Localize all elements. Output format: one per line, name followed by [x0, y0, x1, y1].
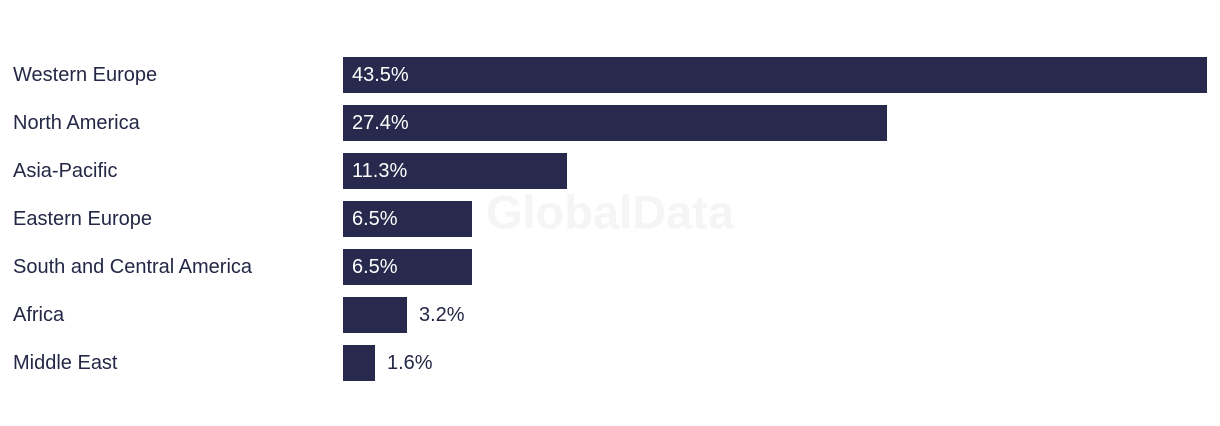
bar: 6.5% [343, 249, 472, 285]
bar-area: 6.5% [343, 201, 1220, 237]
bar: 43.5% [343, 57, 1207, 93]
value-label: 43.5% [352, 63, 409, 86]
chart-row: Africa 3.2% [0, 297, 1220, 333]
category-label: Western Europe [13, 64, 158, 86]
value-label: 3.2% [419, 303, 465, 326]
bar-area: 27.4% [343, 105, 1220, 141]
category-label: Africa [13, 304, 65, 326]
bar: 27.4% [343, 105, 887, 141]
globaldata-watermark: GlobalData [485, 185, 735, 239]
chart-row: South and Central America 6.5% [0, 249, 1220, 285]
bar-area: 11.3% [343, 153, 1220, 189]
bar [343, 297, 407, 333]
value-label: 11.3% [352, 159, 408, 182]
value-label: 27.4% [352, 111, 409, 134]
category-label: South and Central America [13, 256, 253, 278]
value-label: 1.6% [387, 351, 433, 374]
bar-area: 43.5% [343, 57, 1220, 93]
chart-row: Western Europe 43.5% [0, 57, 1220, 93]
bar-area: 1.6% [343, 345, 1220, 381]
category-label: North America [13, 112, 140, 134]
category-label: Asia-Pacific [13, 160, 118, 182]
chart-row: Eastern Europe 6.5% [0, 201, 1220, 237]
chart-row: North America 27.4% [0, 105, 1220, 141]
value-label: 6.5% [352, 207, 398, 230]
value-label: 6.5% [352, 255, 398, 278]
bar: 6.5% [343, 201, 472, 237]
chart-row: Middle East 1.6% [0, 345, 1220, 381]
bar-area: 3.2% [343, 297, 1220, 333]
bar: 11.3% [343, 153, 567, 189]
chart-rows: Western Europe 43.5% North America 27.4% Asi… [0, 57, 1220, 393]
bar [343, 345, 375, 381]
category-label: Middle East [13, 352, 118, 374]
bar-area: 6.5% [343, 249, 1220, 285]
category-label: Eastern Europe [13, 208, 152, 230]
chart-row: Asia-Pacific 11.3% [0, 153, 1220, 189]
